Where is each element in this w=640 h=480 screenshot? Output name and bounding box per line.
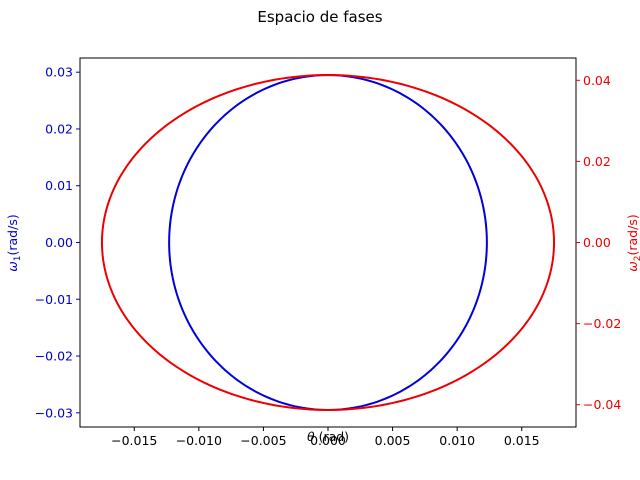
chart-title: Espacio de fases <box>257 8 382 26</box>
x-axis-label: θ (rad) <box>307 429 349 444</box>
x-tick-label: −0.005 <box>240 433 286 448</box>
x-tick-label: 0.005 <box>375 433 411 448</box>
y-left-tick-label: 0.02 <box>45 121 73 136</box>
y-right-tick-label: −0.04 <box>583 397 621 412</box>
x-tick-label: 0.015 <box>504 433 540 448</box>
y-left-tick-label: 0.00 <box>45 235 73 250</box>
x-tick-label: −0.010 <box>176 433 222 448</box>
y-left-tick-label: −0.03 <box>35 405 73 420</box>
x-tick-label: 0.000 <box>310 433 346 448</box>
y-right-tick-label: −0.02 <box>583 316 621 331</box>
plot-frame <box>79 57 577 428</box>
y-left-tick-label: −0.02 <box>35 349 73 364</box>
series-omega2-curve <box>100 74 556 411</box>
y-left-tick-label: 0.03 <box>45 65 73 80</box>
y-left-tick-label: 0.01 <box>45 178 73 193</box>
x-tick-label: −0.015 <box>111 433 157 448</box>
y-right-axis-label: ω2(rad/s) <box>625 214 640 271</box>
y-left-axis-label: ω1(rad/s) <box>5 214 23 271</box>
plot-area: −0.015 −0.010 −0.005 0.000 0.005 0.010 0.015 −0… <box>35 57 621 448</box>
y-right-tick-label: 0.00 <box>583 235 611 250</box>
y-right-tick-label: 0.02 <box>583 154 611 169</box>
y-right-tick-label: 0.04 <box>583 73 611 88</box>
x-tick-label: 0.010 <box>439 433 475 448</box>
y-left-tick-label: −0.01 <box>35 292 73 307</box>
series-omega1-curve <box>168 74 488 411</box>
